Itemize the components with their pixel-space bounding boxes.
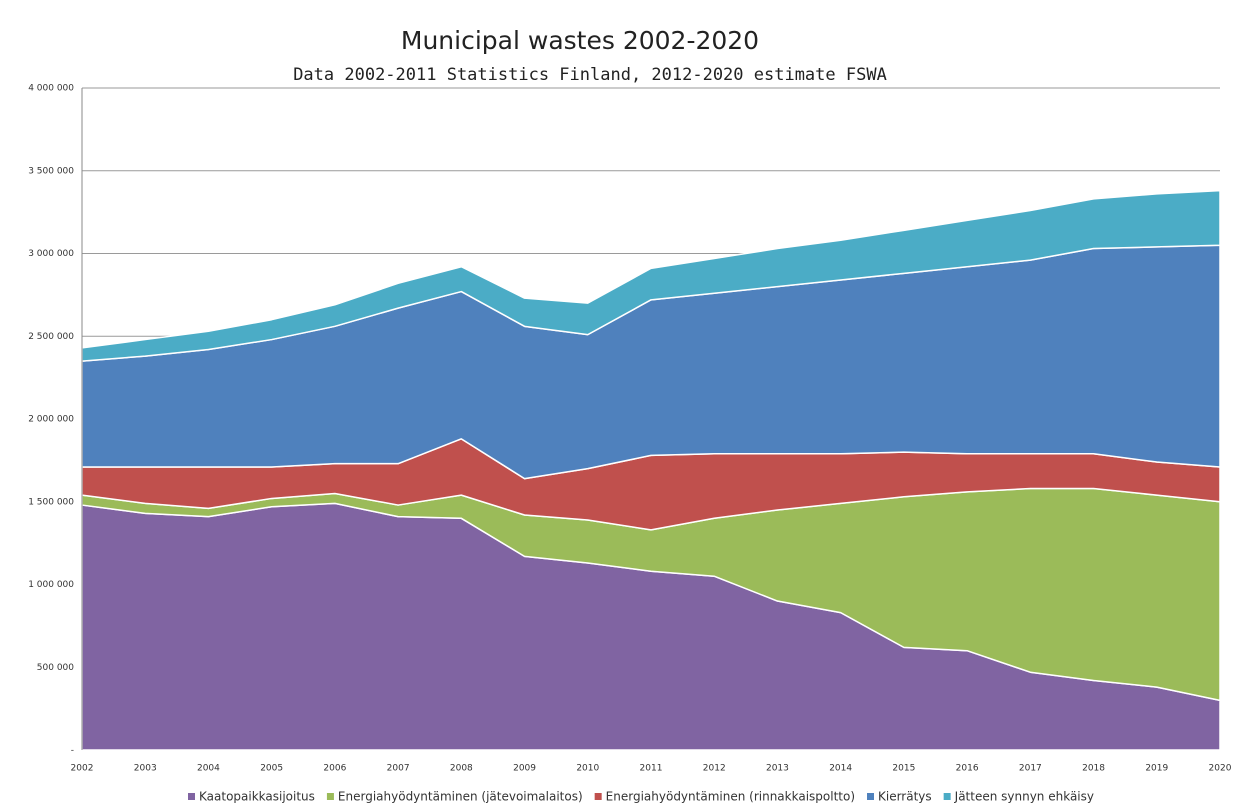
x-tick-label: 2005 xyxy=(260,764,283,774)
area xyxy=(81,189,1221,362)
x-tick-label: 2006 xyxy=(323,764,346,774)
legend-label: Jätteen synnyn ehkäisy xyxy=(954,790,1094,804)
legend-label: Energiahyödyntäminen (jätevoimalaitos) xyxy=(338,790,583,804)
x-tick-label: 2007 xyxy=(387,764,410,774)
y-tick-label: 1 500 000 xyxy=(28,497,74,507)
x-tick-label: 2002 xyxy=(71,764,94,774)
x-tick-label: 2014 xyxy=(829,764,852,774)
x-tick-label: 2008 xyxy=(450,764,473,774)
legend-swatch xyxy=(326,793,334,800)
y-tick-label: 2 000 000 xyxy=(28,415,74,425)
legend-label: Energiahyödyntäminen (rinnakkaispoltto) xyxy=(606,790,855,804)
y-tick-label: 1 000 000 xyxy=(28,580,74,590)
x-tick-label: 2020 xyxy=(1209,764,1232,774)
legend-swatch xyxy=(943,793,951,800)
y-tick-label: 4 000 000 xyxy=(28,84,74,94)
chart-title: Municipal wastes 2002-2020 xyxy=(401,26,759,55)
y-tick-label: 2 500 000 xyxy=(28,332,74,342)
x-tick-label: 2018 xyxy=(1082,764,1105,774)
x-tick-label: 2012 xyxy=(703,764,726,774)
x-tick-label: 2003 xyxy=(134,764,157,774)
x-tick-label: 2010 xyxy=(576,764,599,774)
legend: Kaatopaikkasijoitus Energiahyödyntäminen … xyxy=(188,790,1094,804)
legend-swatch xyxy=(594,793,602,800)
y-tick-label: 500 000 xyxy=(37,663,74,673)
legend-label: Kierrätys xyxy=(878,790,932,804)
x-tick-label: 2019 xyxy=(1145,764,1168,774)
x-tick-label: 2004 xyxy=(197,764,220,774)
y-tick-label: 3 000 000 xyxy=(28,249,74,259)
y-tick-label: - xyxy=(71,746,74,756)
legend-swatch xyxy=(867,793,874,800)
x-tick-label: 2013 xyxy=(766,764,789,774)
x-tick-label: 2017 xyxy=(1019,764,1042,774)
x-tick-label: 2009 xyxy=(513,764,536,774)
legend-swatch xyxy=(188,793,195,800)
x-tick-label: 2016 xyxy=(956,764,979,774)
y-tick-label: 3 500 000 xyxy=(28,166,74,176)
chart-subtitle: Data 2002-2011 Statistics Finland, 2012-… xyxy=(293,65,887,85)
legend-label: Kaatopaikkasijoitus xyxy=(199,790,315,804)
x-tick-label: 2015 xyxy=(892,764,915,774)
x-tick-label: 2011 xyxy=(640,764,663,774)
